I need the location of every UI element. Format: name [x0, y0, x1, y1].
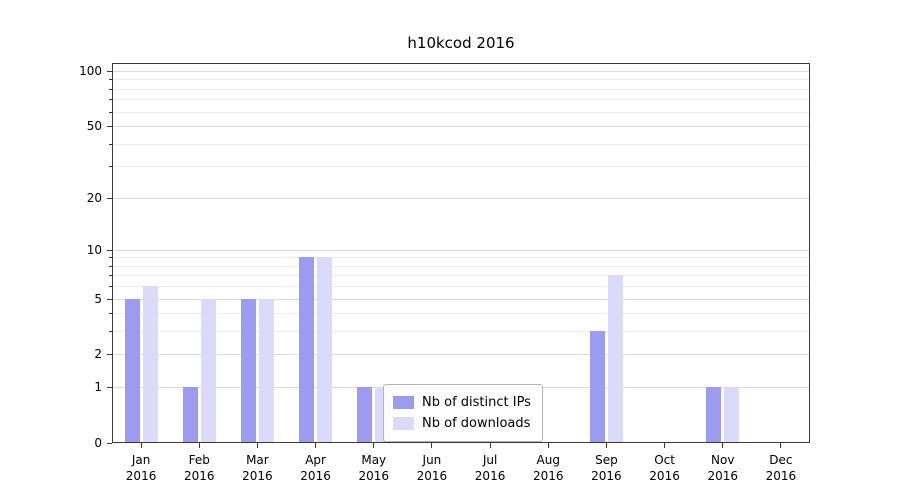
gridline-minor-40 [112, 143, 810, 145]
y-minor-tickmark-60 [109, 111, 112, 113]
y-minor-tickmark-8 [109, 265, 112, 267]
y-tick-label-0: 0 [94, 436, 102, 450]
x-tickmark-nov [722, 443, 724, 448]
x-tick-label-oct: Oct 2016 [649, 453, 680, 483]
x-tick-label-jul: Jul 2016 [474, 453, 506, 483]
legend: Nb of distinct IPs Nb of downloads [383, 384, 543, 442]
y-tickmark-50 [107, 126, 112, 128]
gridline-major-100 [112, 71, 810, 72]
x-tick-label-aug: Aug 2016 [532, 453, 564, 483]
gridline-minor-80 [112, 88, 810, 90]
y-tick-label-100: 100 [79, 64, 102, 78]
y-minor-tickmark-3 [109, 331, 112, 333]
gridline-minor-3 [112, 331, 810, 333]
legend-label-downloads: Nb of downloads [422, 416, 531, 431]
x-tickmark-sep [605, 443, 607, 448]
y-tickmark-2 [107, 354, 112, 356]
y-tickmark-10 [107, 249, 112, 251]
legend-entry-distinct-ips: Nb of distinct IPs [393, 392, 531, 413]
bar-nb-of-distinct-ips-nov [706, 387, 722, 443]
legend-swatch-distinct-ips-icon [393, 396, 414, 409]
gridline-minor-8 [112, 265, 810, 267]
y-minor-tickmark-90 [109, 79, 112, 81]
gridline-major-50 [112, 126, 810, 128]
gridline-minor-60 [112, 111, 810, 113]
gridline-minor-4 [112, 313, 810, 315]
x-tick-label-dec: Dec 2016 [765, 453, 797, 483]
gridline-major-20 [112, 197, 810, 199]
y-tick-label-2: 2 [94, 347, 102, 362]
gridline-minor-70 [112, 99, 810, 101]
gridline-minor-6 [112, 286, 810, 288]
y-tickmark-1 [107, 387, 112, 389]
bar-nb-of-downloads-feb [200, 298, 216, 443]
x-tickmark-mar [256, 443, 258, 448]
bar-nb-of-downloads-apr [317, 257, 333, 443]
x-tickmark-may [373, 443, 375, 448]
y-tickmark-20 [107, 197, 112, 199]
x-tick-label-jun: Jun 2016 [416, 453, 448, 483]
y-tick-label-5: 5 [94, 291, 102, 306]
x-tickmark-aug [547, 443, 549, 448]
x-tickmark-jul [489, 443, 491, 448]
y-minor-tickmark-40 [109, 143, 112, 145]
x-tickmark-jun [431, 443, 433, 448]
x-tickmark-jan [140, 443, 142, 448]
bar-nb-of-downloads-mar [258, 298, 274, 443]
x-tickmark-feb [198, 443, 200, 448]
y-minor-tickmark-70 [109, 99, 112, 101]
y-tick-label-20: 20 [86, 190, 102, 205]
y-tick-label-10: 10 [86, 242, 102, 257]
y-minor-tickmark-30 [109, 166, 112, 168]
legend-swatch-downloads-icon [393, 417, 414, 430]
bar-nb-of-distinct-ips-feb [182, 387, 198, 443]
y-minor-tickmark-7 [109, 275, 112, 277]
x-tick-label-feb: Feb 2016 [183, 453, 215, 483]
legend-entry-downloads: Nb of downloads [393, 413, 531, 434]
gridline-major-2 [112, 354, 810, 356]
bar-nb-of-distinct-ips-mar [240, 298, 256, 443]
gridline-minor-7 [112, 275, 810, 277]
y-tickmark-100 [107, 71, 112, 72]
x-tick-label-apr: Apr 2016 [300, 453, 331, 483]
y-minor-tickmark-80 [109, 88, 112, 90]
x-tick-label-sep: Sep 2016 [591, 453, 622, 483]
legend-label-distinct-ips: Nb of distinct IPs [422, 395, 531, 410]
chart-title: h10kcod 2016 [407, 34, 515, 52]
y-tick-label-1: 1 [94, 380, 102, 395]
bar-nb-of-distinct-ips-apr [299, 257, 315, 443]
bar-nb-of-distinct-ips-sep [589, 331, 605, 443]
y-minor-tickmark-4 [109, 313, 112, 315]
gridline-minor-90 [112, 79, 810, 81]
y-minor-tickmark-6 [109, 286, 112, 288]
gridline-minor-9 [112, 257, 810, 259]
gridline-minor-30 [112, 166, 810, 168]
y-minor-tickmark-9 [109, 257, 112, 259]
bar-nb-of-downloads-sep [607, 275, 623, 443]
x-tickmark-oct [664, 443, 666, 448]
bar-nb-of-distinct-ips-jan [124, 298, 140, 443]
x-tick-label-mar: Mar 2016 [242, 453, 273, 483]
x-tick-label-may: May 2016 [358, 453, 390, 483]
gridline-major-10 [112, 249, 810, 251]
bar-nb-of-distinct-ips-may [357, 387, 373, 443]
y-tickmark-5 [107, 298, 112, 300]
bar-nb-of-downloads-jan [142, 286, 158, 443]
x-tickmark-apr [315, 443, 317, 448]
bar-nb-of-downloads-nov [724, 387, 740, 443]
y-tickmark-0 [107, 443, 112, 444]
y-tick-label-50: 50 [86, 119, 102, 134]
x-tickmark-dec [780, 443, 782, 448]
gridline-major-5 [112, 298, 810, 300]
x-tick-label-jan: Jan 2016 [125, 453, 157, 483]
x-tick-label-nov: Nov 2016 [707, 453, 739, 483]
